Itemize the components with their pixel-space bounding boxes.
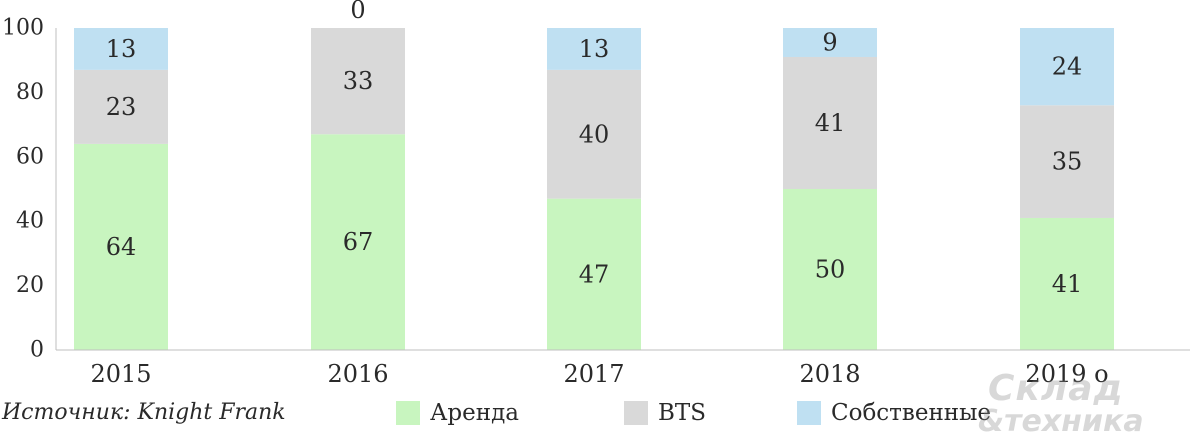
x-tick-label-2018: 2018	[799, 360, 860, 388]
bar-segment-2-2016	[311, 28, 405, 135]
data-label-2-2018: 41	[815, 109, 846, 137]
bar-segment-2-2015	[74, 69, 168, 144]
data-label-3-2017: 13	[579, 35, 610, 63]
data-label-1-2015: 64	[106, 233, 137, 261]
legend-label-bts: BTS	[658, 400, 706, 426]
source-note: Источник: Knight Frank	[2, 400, 286, 425]
data-label-2-2017: 40	[579, 120, 610, 148]
legend-item-bts: BTS	[624, 400, 706, 426]
y-tick-label-40: 40	[16, 209, 44, 234]
bar-segment-2-2018	[783, 56, 877, 190]
legend-item-arenda: Аренда	[396, 400, 519, 426]
data-label-1-2019-о: 41	[1052, 270, 1083, 298]
chart-footer: Источник: Knight Frank Аренда BTS Собств…	[0, 396, 1200, 436]
legend-label-arenda: Аренда	[430, 400, 519, 426]
data-label-1-2017: 47	[579, 260, 610, 288]
y-tick-label-0: 0	[30, 338, 44, 363]
y-tick-labels: 0 20 40 60 80 100	[2, 16, 44, 363]
legend-item-sobstvennye: Собственные	[797, 400, 991, 426]
bar-segment-1-2015	[74, 143, 168, 350]
bar-segment-2-2017	[547, 69, 641, 199]
bar-segment-1-2017	[547, 198, 641, 350]
watermark-line-1: Склад	[988, 368, 1124, 409]
bar-segment-3-2017	[547, 28, 641, 70]
x-tick-label-2015: 2015	[90, 360, 151, 388]
bar-segment-1-2019-о	[1020, 217, 1114, 350]
x-tick-labels: 2015 2016 2017 2018 2019 о	[90, 360, 1108, 388]
x-tick-label-2017: 2017	[563, 360, 624, 388]
x-tick-label-2016: 2016	[327, 360, 388, 388]
y-tick-label-80: 80	[16, 80, 44, 105]
bar-segment-2-2019-о	[1020, 105, 1114, 218]
legend-swatch-sobstvennye	[797, 401, 821, 425]
legend-swatch-bts	[624, 401, 648, 425]
data-label-3-2018: 9	[822, 28, 837, 56]
legend-swatch-arenda	[396, 401, 420, 425]
bar-segment-3-2015	[74, 28, 168, 70]
bar-segment-3-2018	[783, 28, 877, 57]
x-tick-label-2019-о: 2019 о	[1025, 360, 1108, 388]
watermark-logo: Склад &техника	[978, 368, 1193, 439]
y-tick-label-100: 100	[2, 16, 44, 41]
y-tick-label-60: 60	[16, 144, 44, 169]
data-label-3-2015: 13	[106, 35, 137, 63]
bar-segment-1-2018	[783, 189, 877, 350]
legend-label-sobstvennye: Собственные	[831, 400, 992, 426]
bar-segment-3-2019-о	[1020, 28, 1114, 106]
data-label-3-2016: 0	[350, 0, 365, 24]
value-labels-group: 64 23 13 67 33 0 47 40 13 50 41 9 41 35 24	[106, 0, 1083, 298]
data-label-1-2016: 67	[343, 228, 374, 256]
bar-segment-1-2016	[311, 134, 405, 350]
y-tick-label-20: 20	[16, 273, 44, 298]
stacked-bar-chart: 64 23 13 67 33 0 47 40 13 50 41 9 41 35 24 0 20 40 60 80 10…	[2, 0, 1190, 388]
watermark-line-2: &техника	[978, 404, 1144, 439]
data-label-2-2015: 23	[106, 93, 137, 121]
data-label-2-2019-о: 35	[1052, 148, 1083, 176]
data-label-1-2018: 50	[815, 256, 846, 284]
data-label-2-2016: 33	[343, 67, 374, 95]
bars-group	[74, 28, 1114, 350]
data-label-3-2019-о: 24	[1052, 53, 1083, 81]
